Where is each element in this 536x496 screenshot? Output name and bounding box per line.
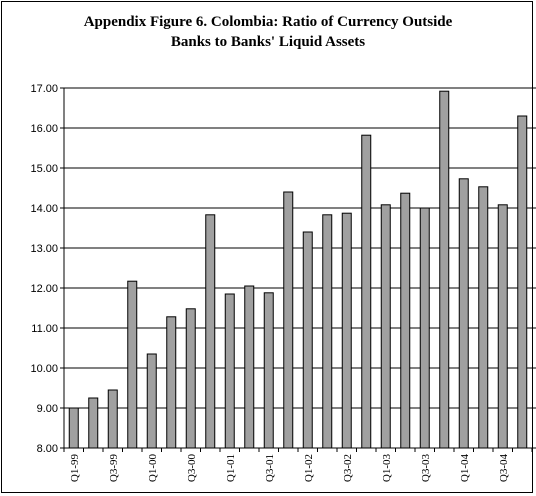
y-tick-label: 16.00: [30, 123, 58, 135]
bar: [400, 192, 411, 449]
y-tick-label: 10.00: [30, 363, 58, 375]
y-tick-label: 15.00: [30, 163, 58, 175]
y-tick-label: 13.00: [30, 243, 58, 255]
bar: [146, 353, 157, 449]
bar: [458, 178, 469, 449]
bar: [322, 214, 333, 449]
gridlines: [64, 87, 536, 449]
x-tick-label: Q1-02: [303, 454, 315, 482]
bar: [185, 308, 196, 449]
chart-title-line-2: Banks to Banks' Liquid Assets: [170, 34, 366, 50]
x-tick-label: Q3-04: [498, 454, 510, 483]
y-tick-label: 17.00: [30, 83, 58, 95]
x-tick-label: Q3-00: [186, 454, 198, 483]
y-tick-label: 14.00: [30, 203, 58, 215]
bar: [478, 186, 489, 449]
bar: [263, 292, 274, 449]
bar: [107, 389, 118, 449]
y-tick-label: 12.00: [30, 283, 58, 295]
chart-title: Appendix Figure 6. Colombia: Ratio of Cu…: [0, 12, 536, 52]
bar: [205, 214, 216, 449]
x-axis: Q1-99 Q3-99 Q1-00 Q3-00 Q1-01 Q3-01 Q1-02 Q3-02…: [63, 447, 536, 483]
y-tick-label: 9.00: [37, 403, 58, 415]
x-tick-label: Q1-01: [225, 454, 237, 482]
bar: [341, 212, 352, 449]
x-tick-label: Q1-04: [459, 454, 471, 483]
bar: [244, 285, 255, 449]
bar: [380, 204, 391, 449]
bar: [88, 397, 99, 449]
bar: [517, 115, 528, 449]
x-tick-label: Q3-03: [420, 454, 432, 483]
bars: [68, 90, 528, 449]
x-tick-label: Q1-03: [381, 454, 393, 483]
x-tick-label: Q1-99: [69, 454, 81, 483]
bar: [283, 191, 294, 449]
bar: [166, 316, 177, 449]
x-tick-label: Q3-99: [108, 454, 120, 483]
bar: [439, 90, 450, 449]
bar: [361, 134, 372, 449]
chart-title-line-1: Appendix Figure 6. Colombia: Ratio of Cu…: [83, 14, 453, 30]
bar: [224, 293, 235, 449]
bar: [302, 231, 313, 449]
bar: [497, 204, 508, 449]
bar: [419, 207, 430, 449]
y-tick-label: 8.00: [37, 443, 58, 455]
y-tick-label: 11.00: [31, 323, 58, 335]
x-tick-label: Q3-02: [342, 454, 354, 482]
x-tick-label: Q1-00: [147, 454, 159, 483]
bar: [127, 280, 138, 449]
bar: [68, 407, 79, 449]
y-axis: 8.00 9.00 10.00 11.00 12.00 13.00 14.00 15.00 16…: [30, 83, 65, 455]
x-tick-label: Q3-01: [264, 454, 276, 482]
